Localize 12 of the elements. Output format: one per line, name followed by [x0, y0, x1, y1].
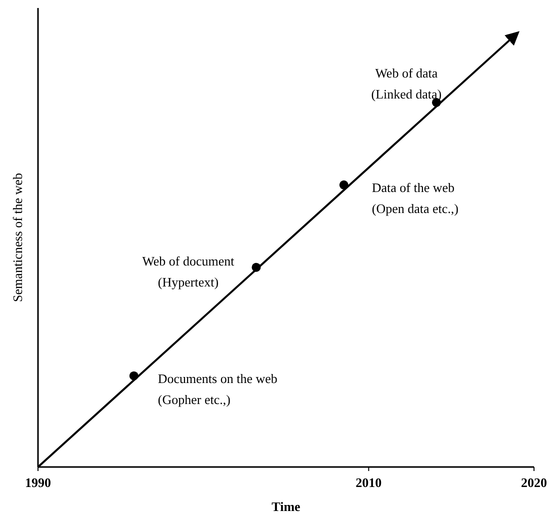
annotation: Web of document (Hypertext): [142, 253, 235, 290]
point: [252, 262, 261, 272]
x-tick-label: 2020: [521, 475, 547, 490]
x-axis-title: Time: [272, 499, 301, 514]
x-tick-label: 2010: [356, 475, 382, 490]
x-tick-label: 1990: [25, 475, 51, 490]
y-axis-title: Semanticness of the web: [10, 173, 25, 302]
point: [129, 371, 138, 380]
annotation: Web of data (Linked data): [371, 65, 442, 102]
point: [339, 180, 348, 190]
annotation: Documents on the web (Gopher etc.,): [158, 370, 278, 407]
annotation: Data of the web (Open data etc.,): [372, 180, 458, 216]
